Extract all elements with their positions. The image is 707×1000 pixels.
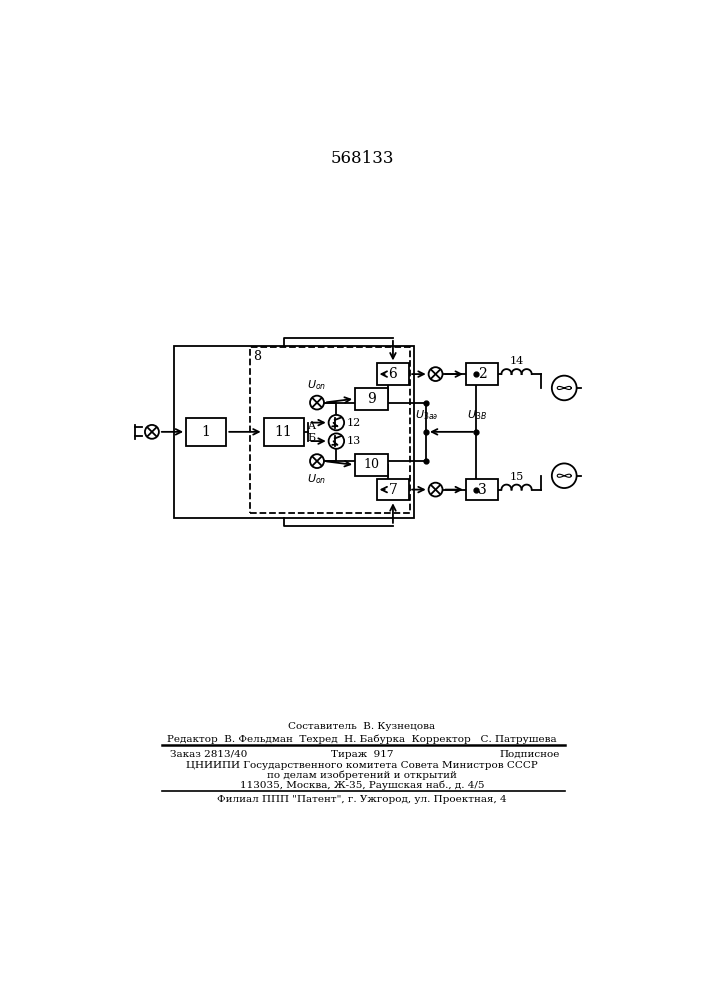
Bar — [250, 347, 410, 513]
Text: 15: 15 — [510, 472, 524, 482]
Text: Б: Б — [307, 433, 315, 443]
Bar — [264, 418, 304, 446]
Text: 113035, Москва, Ж-35, Раушская наб., д. 4/5: 113035, Москва, Ж-35, Раушская наб., д. … — [240, 781, 484, 790]
Circle shape — [310, 454, 324, 468]
Circle shape — [552, 376, 577, 400]
Circle shape — [552, 463, 577, 488]
Bar — [186, 418, 226, 446]
Text: Тираж  917: Тираж 917 — [331, 750, 393, 759]
Bar — [174, 346, 414, 518]
Circle shape — [428, 367, 443, 381]
Text: 7: 7 — [389, 483, 397, 497]
Circle shape — [329, 415, 344, 430]
Text: 6: 6 — [389, 367, 397, 381]
Text: ЦНИИПИ Государственного комитета Совета Министров СССР: ЦНИИПИ Государственного комитета Совета … — [186, 761, 538, 770]
Circle shape — [428, 483, 443, 497]
Text: Редактор  В. Фельдман  Техред  Н. Бабурка  Корректор   С. Патрушева: Редактор В. Фельдман Техред Н. Бабурка К… — [167, 734, 557, 744]
Bar — [466, 479, 498, 500]
Text: 2: 2 — [478, 367, 486, 381]
Text: 10: 10 — [363, 458, 379, 471]
Text: 14: 14 — [510, 356, 524, 366]
Text: $U_{3B}$: $U_{3B}$ — [467, 408, 487, 422]
Text: $U_{3a\partial}$: $U_{3a\partial}$ — [415, 408, 439, 422]
Text: $U_{on}$: $U_{on}$ — [308, 378, 327, 392]
Circle shape — [310, 396, 324, 410]
Text: 8: 8 — [252, 350, 261, 363]
Text: 3: 3 — [478, 483, 486, 497]
Text: 13: 13 — [346, 436, 361, 446]
Text: Составитель  В. Кузнецова: Составитель В. Кузнецова — [288, 722, 436, 731]
Text: 1: 1 — [201, 425, 211, 439]
Bar — [466, 363, 498, 385]
Bar — [355, 388, 387, 410]
Text: Подписное: Подписное — [499, 750, 559, 759]
Text: Заказ 2813/40: Заказ 2813/40 — [170, 750, 247, 759]
Text: A: A — [307, 421, 315, 431]
Text: 568133: 568133 — [330, 150, 394, 167]
Circle shape — [329, 433, 344, 449]
Bar — [377, 479, 409, 500]
Text: 12: 12 — [346, 418, 361, 428]
Circle shape — [145, 425, 159, 439]
Text: $U_{on}$: $U_{on}$ — [308, 472, 327, 486]
Text: 11: 11 — [275, 425, 293, 439]
Text: по делам изобретений и открытий: по делам изобретений и открытий — [267, 771, 457, 780]
Bar — [377, 363, 409, 385]
Text: Филиал ППП "Патент", г. Ужгород, ул. Проектная, 4: Филиал ППП "Патент", г. Ужгород, ул. Про… — [217, 795, 507, 804]
Bar — [355, 454, 387, 476]
Text: 9: 9 — [367, 392, 375, 406]
